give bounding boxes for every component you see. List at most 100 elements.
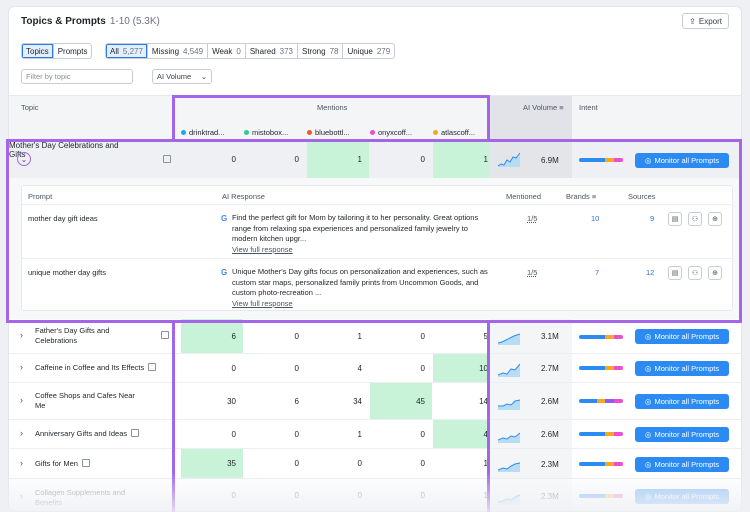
chevron-right-icon[interactable]: ›: [20, 491, 23, 501]
monitor-label: Monitor all Prompts: [654, 364, 720, 373]
chevron-right-icon[interactable]: ›: [20, 330, 23, 340]
view-full-response-link[interactable]: View full response: [232, 244, 293, 254]
export-button[interactable]: ⇪ Export: [682, 13, 729, 29]
ai-volume-dropdown[interactable]: AI Volume ⌄: [152, 69, 212, 84]
intent-bar: [579, 366, 623, 370]
topic-label: Collagen Supplements and Benefits: [35, 488, 126, 507]
zoom-icon[interactable]: ⊕: [708, 266, 722, 280]
brand-col-5[interactable]: atlascoff...: [433, 128, 475, 137]
table-row[interactable]: › Gifts for Men 35 0 0 0 1 2.3M ◎ Monitor…: [9, 449, 741, 479]
sub-col-mentioned: Mentioned: [506, 192, 542, 201]
mention-cell: 0: [420, 491, 425, 500]
mention-cell: 35: [181, 449, 243, 478]
monitor-prompts-button[interactable]: ◎ Monitor all Prompts: [635, 394, 729, 409]
prompts-subtable: Prompt AI Response Mentioned Brands ≡ So…: [21, 185, 734, 312]
prompt-icon: [131, 429, 140, 438]
filter-all[interactable]: All 5,277: [106, 44, 148, 58]
ai-volume-cell: [490, 319, 572, 353]
mention-cell: 0: [294, 363, 299, 373]
mention-cell: 0: [231, 363, 236, 373]
topic-label: Anniversary Gifts and Ideas: [35, 429, 128, 438]
monitor-prompts-button[interactable]: ◎ Monitor all Prompts: [635, 457, 729, 472]
tab-label: Topics: [26, 46, 49, 56]
brands-value[interactable]: 7: [595, 268, 600, 277]
users-icon[interactable]: ⚇: [688, 266, 702, 280]
mention-cell: 0: [420, 155, 425, 164]
filter-missing[interactable]: Missing 4,549: [148, 44, 209, 58]
filter-count: 4,549: [183, 46, 204, 56]
zoom-icon[interactable]: ⊕: [708, 212, 722, 226]
monitor-prompts-button[interactable]: ◎ Monitor all Prompts: [635, 329, 729, 344]
ai-volume-header-bg: [490, 96, 572, 142]
mention-cell: 0: [357, 459, 362, 468]
dropdown-label: AI Volume: [157, 72, 192, 81]
mention-cell: 6: [181, 319, 243, 353]
filter-label: All: [110, 46, 119, 56]
topic-name: Anniversary Gifts and Ideas: [35, 429, 175, 439]
save-icon[interactable]: ▤: [668, 266, 682, 280]
monitor-label: Monitor all Prompts: [654, 430, 720, 439]
table-row[interactable]: › Coffee Shops and Cafes Near Me 30 6 34…: [9, 383, 741, 420]
ai-volume-cell: [490, 354, 572, 382]
users-icon[interactable]: ⚇: [688, 212, 702, 226]
monitor-icon: ◎: [644, 397, 652, 406]
monitor-prompts-button[interactable]: ◎ Monitor all Prompts: [635, 489, 729, 504]
monitor-icon: ◎: [644, 364, 652, 373]
chevron-up-icon[interactable]: ⌄: [17, 152, 31, 166]
brand-col-1[interactable]: drinktrad...: [181, 128, 224, 137]
ai-volume-value: 6.9M: [541, 156, 559, 165]
sub-col-brands[interactable]: Brands ≡: [566, 192, 596, 201]
filter-unique[interactable]: Unique 279: [343, 44, 394, 58]
sources-value[interactable]: 12: [646, 268, 655, 277]
ai-response: G Unique Mother's Day gifts focus on pers…: [221, 267, 490, 309]
brand-col-2[interactable]: mistobox...: [244, 128, 288, 137]
tab-prompts[interactable]: Prompts: [54, 44, 92, 58]
topic-label: Gifts for Men: [35, 459, 78, 468]
mention-cell: 1: [357, 331, 362, 341]
filter-shared[interactable]: Shared 373: [246, 44, 298, 58]
col-ai-volume[interactable]: AI Volume ≡: [523, 103, 564, 112]
filter-weak[interactable]: Weak 0: [208, 44, 246, 58]
monitor-prompts-button[interactable]: ◎ Monitor all Prompts: [635, 427, 729, 442]
monitor-prompts-button[interactable]: ◎ Monitor all Prompts: [635, 361, 729, 376]
brands-value[interactable]: 10: [591, 214, 600, 223]
brand-dot: [307, 130, 312, 135]
monitor-prompts-button[interactable]: ◎ Monitor all Prompts: [635, 153, 729, 168]
chevron-right-icon[interactable]: ›: [20, 362, 23, 372]
chevron-right-icon[interactable]: ›: [20, 395, 23, 405]
intent-bar: [579, 158, 623, 162]
chevron-right-icon[interactable]: ›: [20, 458, 23, 468]
ai-volume-cell: [490, 383, 572, 419]
google-icon: G: [221, 214, 228, 223]
sub-col-prompt: Prompt: [28, 192, 53, 201]
topic-filter-input[interactable]: Filter by topic: [21, 69, 133, 84]
brand-col-4[interactable]: onyxcoff...: [370, 128, 412, 137]
brand-col-3[interactable]: bluebottl...: [307, 128, 350, 137]
table-row[interactable]: › Anniversary Gifts and Ideas 0 0 1 0 4 …: [9, 420, 741, 449]
save-icon[interactable]: ▤: [668, 212, 682, 226]
col-ai-volume-label: AI Volume: [523, 103, 558, 112]
mention-cell: 0: [357, 491, 362, 500]
expanded-topic-row: ⌄ Mother's Day Celebrations and Gifts 0 …: [9, 141, 741, 319]
export-icon: ⇪: [689, 16, 696, 26]
sources-value[interactable]: 9: [650, 214, 655, 223]
response-text: Unique Mother's Day gifts focus on perso…: [232, 267, 488, 297]
mentioned-value[interactable]: 1/5: [527, 268, 538, 277]
topic-name: Gifts for Men: [35, 459, 175, 469]
mentioned-value[interactable]: 1/5: [527, 214, 538, 223]
view-full-response-link[interactable]: View full response: [232, 298, 293, 308]
topic-label: Caffeine in Coffee and Its Effects: [35, 363, 145, 372]
prompt-row: unique mother day gifts G Unique Mother's…: [22, 258, 734, 312]
tab-topics[interactable]: Topics: [22, 44, 54, 58]
table-row[interactable]: › Father's Day Gifts and Celebrations 6 …: [9, 319, 741, 354]
filter-label: Strong: [302, 46, 326, 56]
filter-strong[interactable]: Strong 78: [298, 44, 344, 58]
table-row[interactable]: › Collagen Supplements and Benefits 0 0 …: [9, 479, 741, 511]
ai-volume-cell: [490, 141, 572, 178]
volume-trend-sparkline: [498, 399, 520, 410]
intent-bar: [579, 462, 623, 466]
chevron-right-icon[interactable]: ›: [20, 428, 23, 438]
table-row[interactable]: ⌄ Mother's Day Celebrations and Gifts 0 …: [9, 141, 741, 178]
col-mentions: Mentions: [317, 103, 348, 112]
table-row[interactable]: › Caffeine in Coffee and Its Effects 0 0…: [9, 354, 741, 383]
